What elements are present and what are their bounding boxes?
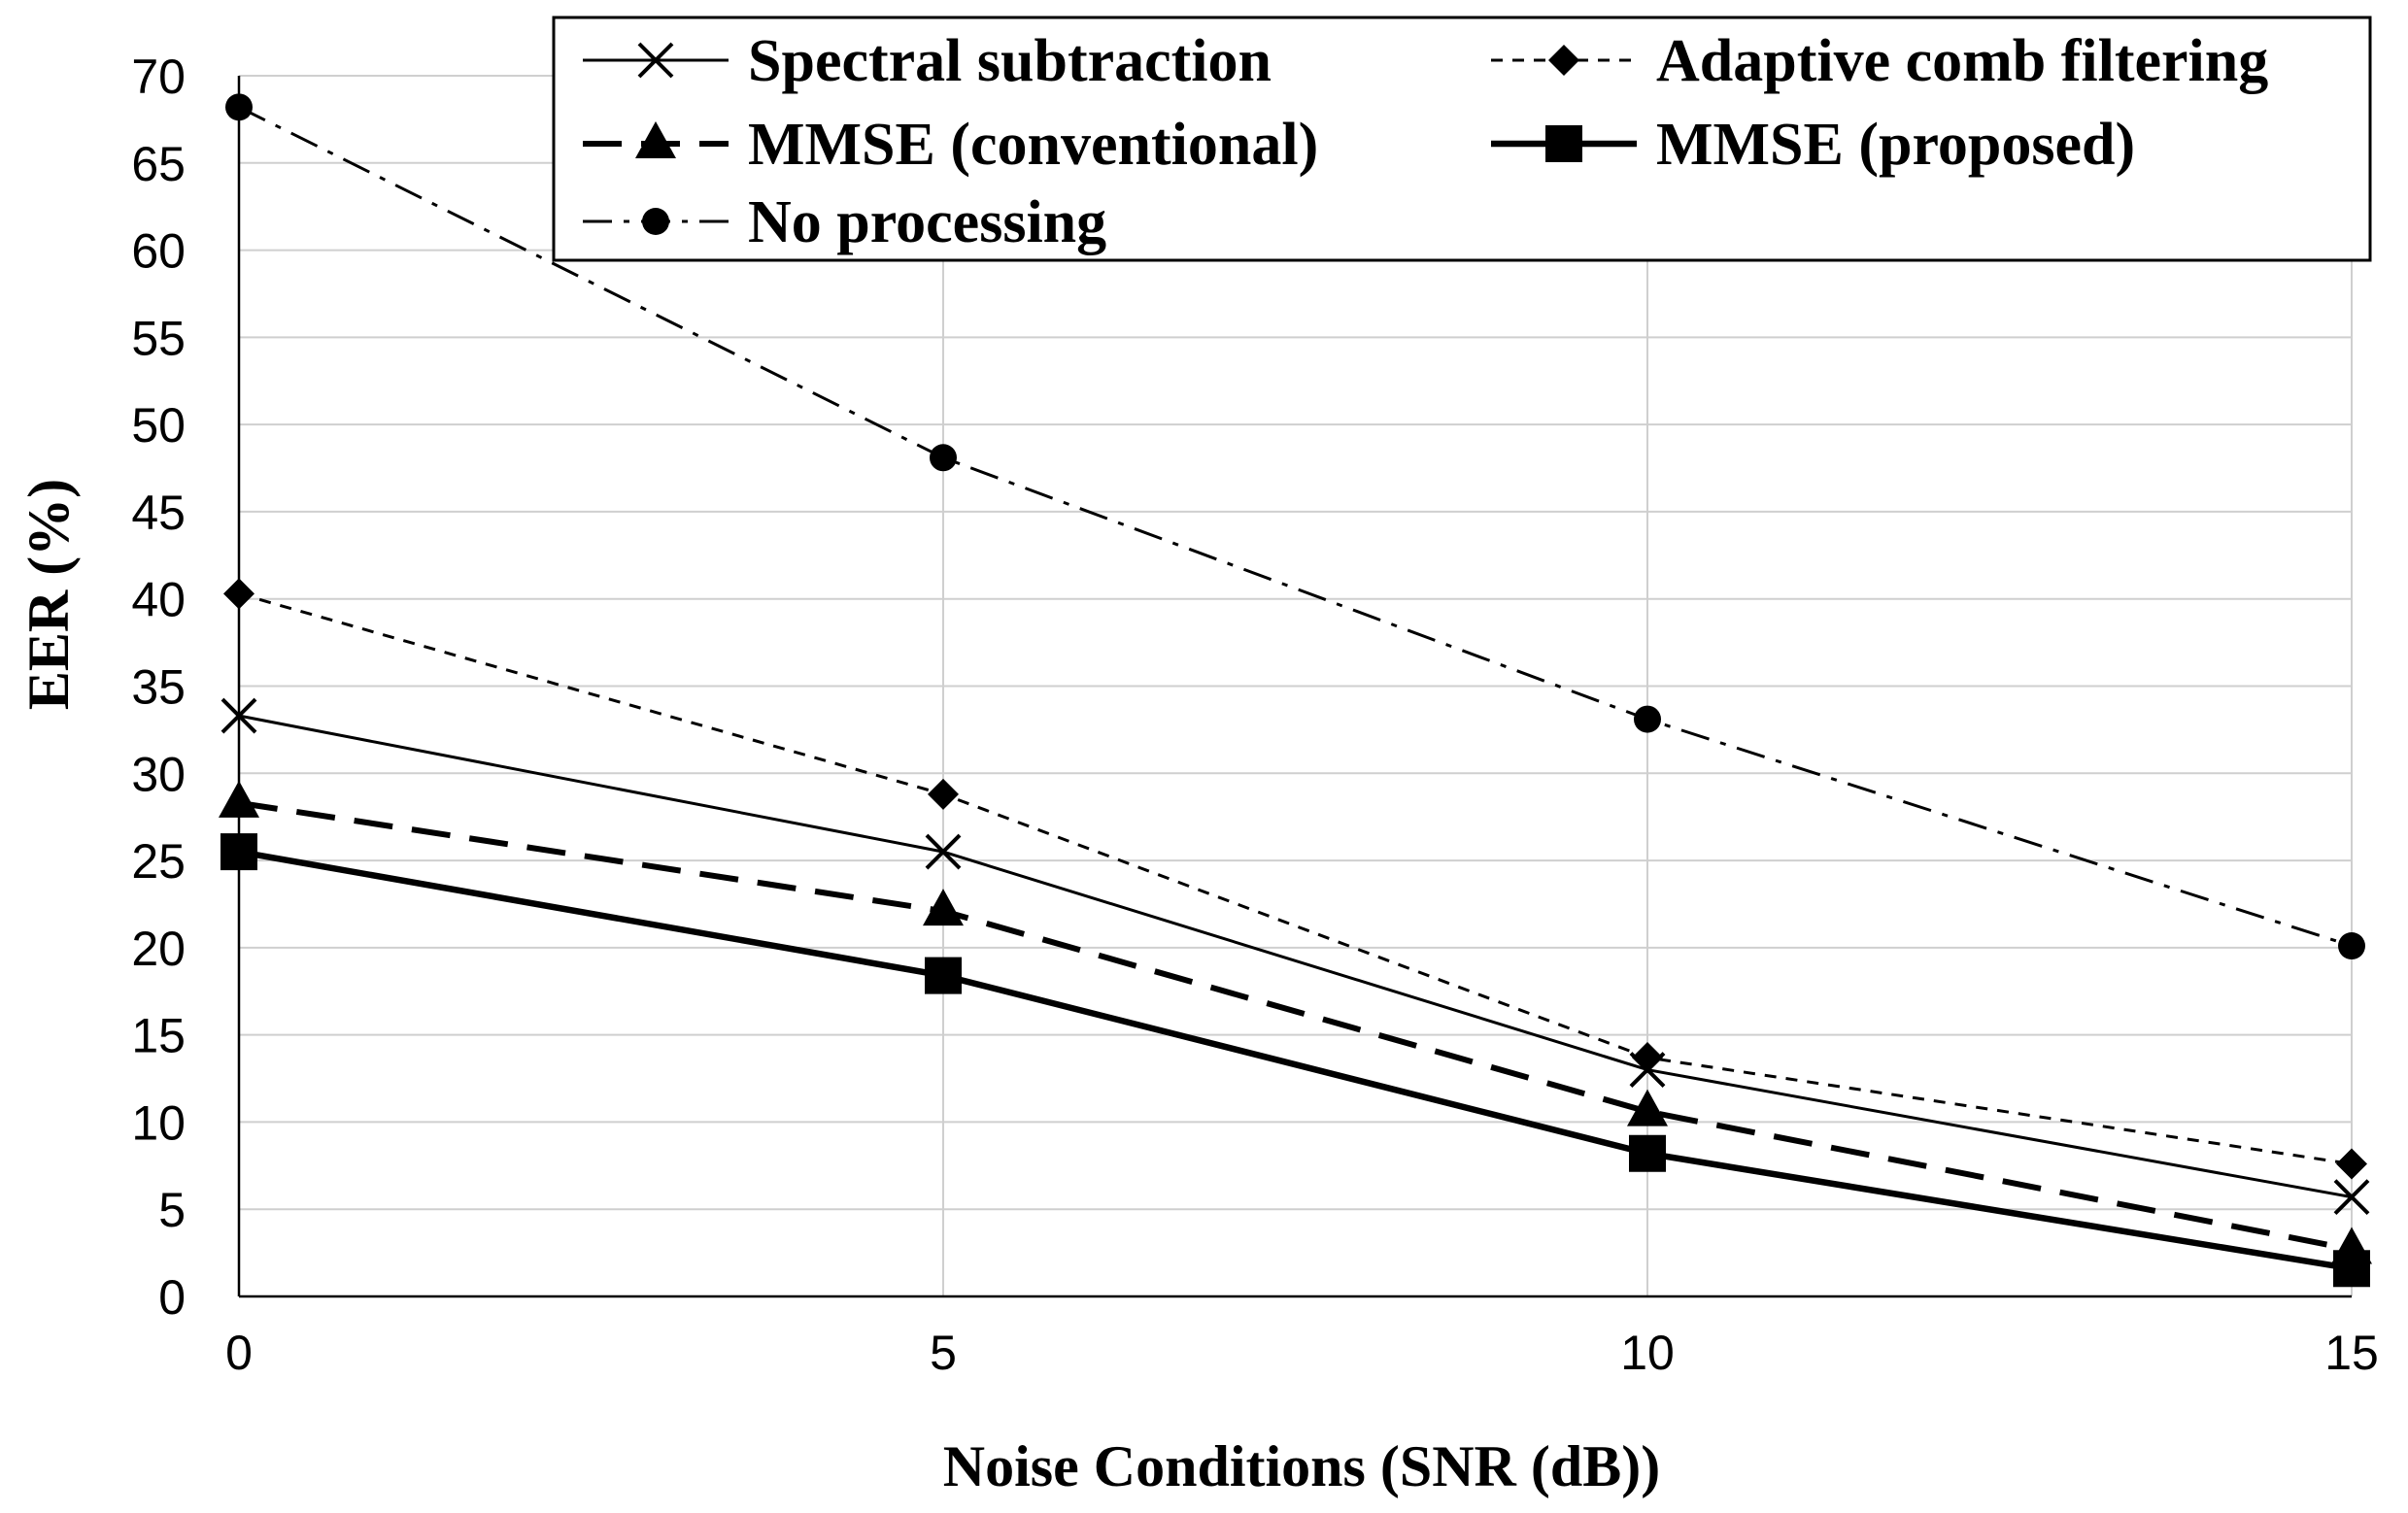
y-tick-label: 60 — [131, 224, 186, 279]
legend-entry: Spectral subtraction — [583, 28, 1272, 94]
y-tick-label: 10 — [131, 1095, 186, 1150]
data-point — [219, 780, 259, 818]
y-tick-label: 30 — [131, 747, 186, 801]
y-tick-label: 25 — [131, 834, 186, 889]
series-line — [238, 105, 2353, 948]
y-tick-label: 70 — [131, 50, 186, 104]
data-point — [2333, 1250, 2370, 1288]
data-point — [2338, 932, 2365, 960]
legend-label: No processing — [748, 189, 1106, 255]
legend-entry: MMSE (conventional) — [583, 112, 1318, 178]
legend-box — [552, 16, 2372, 262]
series-layer — [219, 93, 2372, 1288]
data-point — [1627, 1089, 1668, 1126]
y-tick-label: 55 — [131, 311, 186, 365]
data-point — [1634, 705, 1661, 733]
legend-marker — [1545, 125, 1582, 162]
data-point — [928, 778, 959, 810]
series-adaptive-comb-filtering — [223, 578, 2367, 1180]
legend-marker — [637, 42, 674, 79]
x-tick-labels: 0 5 10 15 — [225, 1326, 2379, 1380]
data-point — [1632, 1041, 1663, 1073]
y-tick-label: 0 — [158, 1270, 186, 1325]
series-line — [238, 799, 2353, 1253]
axes — [237, 76, 2352, 1298]
legend-entry: Adaptive comb filtering — [1491, 28, 2268, 94]
legend-label: MMSE (proposed) — [1656, 112, 2135, 178]
series-spectral-subtraction — [220, 697, 2370, 1216]
series-line — [238, 714, 2353, 1199]
data-point — [2336, 1148, 2367, 1180]
data-point — [223, 578, 254, 610]
legend-entry: No processing — [583, 189, 1106, 255]
legend-entry: MMSE (proposed) — [1491, 112, 2135, 178]
y-tick-label: 65 — [131, 137, 186, 191]
data-point — [925, 957, 962, 994]
series-line — [238, 848, 2353, 1272]
data-point — [220, 697, 257, 734]
data-point — [930, 444, 957, 472]
legend-label: Spectral subtraction — [748, 28, 1272, 94]
y-tick-label: 40 — [131, 573, 186, 627]
y-axis-title: EER (%) — [17, 479, 81, 710]
data-point — [1629, 1134, 1666, 1172]
x-tick-label: 15 — [2324, 1326, 2379, 1380]
data-point — [220, 833, 257, 871]
data-point — [2333, 1179, 2370, 1216]
x-tick-label: 10 — [1620, 1326, 1675, 1380]
legend-label: Adaptive comb filtering — [1656, 28, 2268, 94]
y-tick-label: 20 — [131, 922, 186, 976]
data-point — [225, 93, 253, 121]
data-point — [925, 833, 962, 870]
legend-marker — [642, 208, 669, 235]
y-tick-labels: 0 5 10 15 20 25 30 35 40 45 50 55 60 65 70 — [131, 50, 186, 1325]
y-tick-label: 5 — [158, 1183, 186, 1237]
x-tick-label: 5 — [930, 1326, 957, 1380]
series-mmse-conventional — [219, 780, 2372, 1264]
data-point — [923, 889, 964, 926]
y-tick-label: 15 — [131, 1009, 186, 1063]
series-line — [238, 591, 2353, 1166]
legend-marker — [1548, 45, 1579, 76]
series-mmse-proposed — [220, 833, 2370, 1288]
legend-label: MMSE (conventional) — [748, 112, 1318, 178]
legend: Spectral subtraction Adaptive comb filter… — [552, 16, 2372, 262]
x-tick-label: 0 — [225, 1326, 253, 1380]
legend-marker — [635, 121, 676, 158]
series-no-processing — [225, 93, 2365, 960]
y-tick-label: 35 — [131, 660, 186, 715]
y-tick-label: 50 — [131, 398, 186, 453]
x-axis-title: Noise Conditions (SNR (dB)) — [943, 1434, 1660, 1498]
y-tick-label: 45 — [131, 486, 186, 540]
